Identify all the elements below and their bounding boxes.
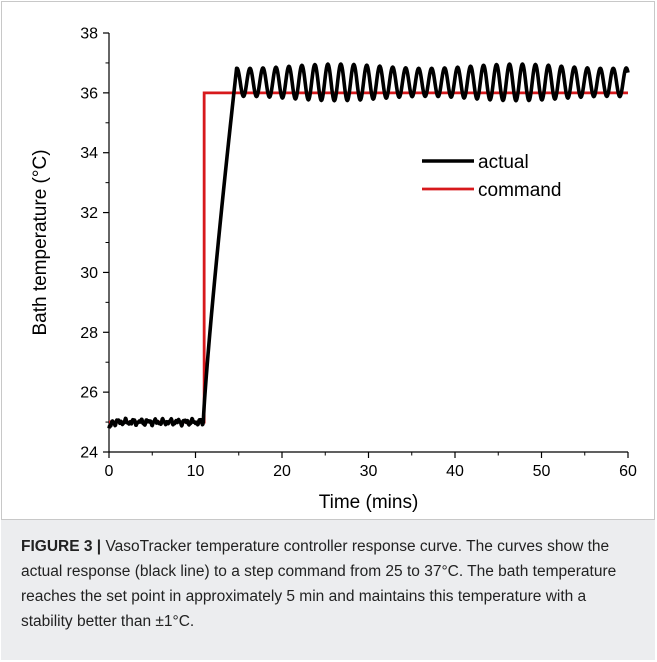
figure-caption: FIGURE 3 | VasoTracker temperature contr… bbox=[1, 519, 655, 660]
y-tick-label: 28 bbox=[80, 325, 98, 342]
y-axis-title: Bath temperature (°C) bbox=[30, 149, 51, 335]
y-tick-label: 24 bbox=[80, 445, 98, 462]
line-chart: 0 10 20 30 40 50 60 24 26 28 30 32 34 36 38 actual comm… bbox=[30, 26, 637, 514]
y-tick-label: 36 bbox=[80, 85, 98, 102]
x-tick-label: 50 bbox=[533, 463, 551, 480]
caption-paragraph: FIGURE 3 | VasoTracker temperature contr… bbox=[21, 534, 635, 634]
x-tick-label: 10 bbox=[187, 463, 205, 480]
y-tick-label: 26 bbox=[80, 385, 98, 402]
chart-plot-area bbox=[107, 62, 630, 429]
chart-axes: 0 10 20 30 40 50 60 24 26 28 30 32 34 36 38 bbox=[80, 26, 637, 481]
x-tick-label: 40 bbox=[446, 463, 464, 480]
chart-legend: actual command bbox=[422, 152, 561, 201]
x-tick-label: 30 bbox=[360, 463, 378, 480]
y-tick-label: 30 bbox=[80, 265, 98, 282]
x-tick-label: 0 bbox=[105, 463, 114, 480]
series-actual-line bbox=[107, 62, 630, 429]
x-tick-label: 60 bbox=[619, 463, 637, 480]
y-tick-label: 34 bbox=[80, 145, 98, 162]
x-tick-label: 20 bbox=[273, 463, 291, 480]
caption-body: VasoTracker temperature controller respo… bbox=[21, 538, 617, 630]
legend-label-actual: actual bbox=[478, 152, 529, 173]
y-tick-label: 32 bbox=[80, 205, 98, 222]
caption-label: FIGURE 3 | bbox=[21, 538, 102, 555]
x-axis-title: Time (mins) bbox=[319, 492, 419, 513]
y-tick-label: 38 bbox=[80, 26, 98, 43]
legend-label-command: command bbox=[478, 180, 561, 201]
series-command-line bbox=[109, 91, 628, 424]
